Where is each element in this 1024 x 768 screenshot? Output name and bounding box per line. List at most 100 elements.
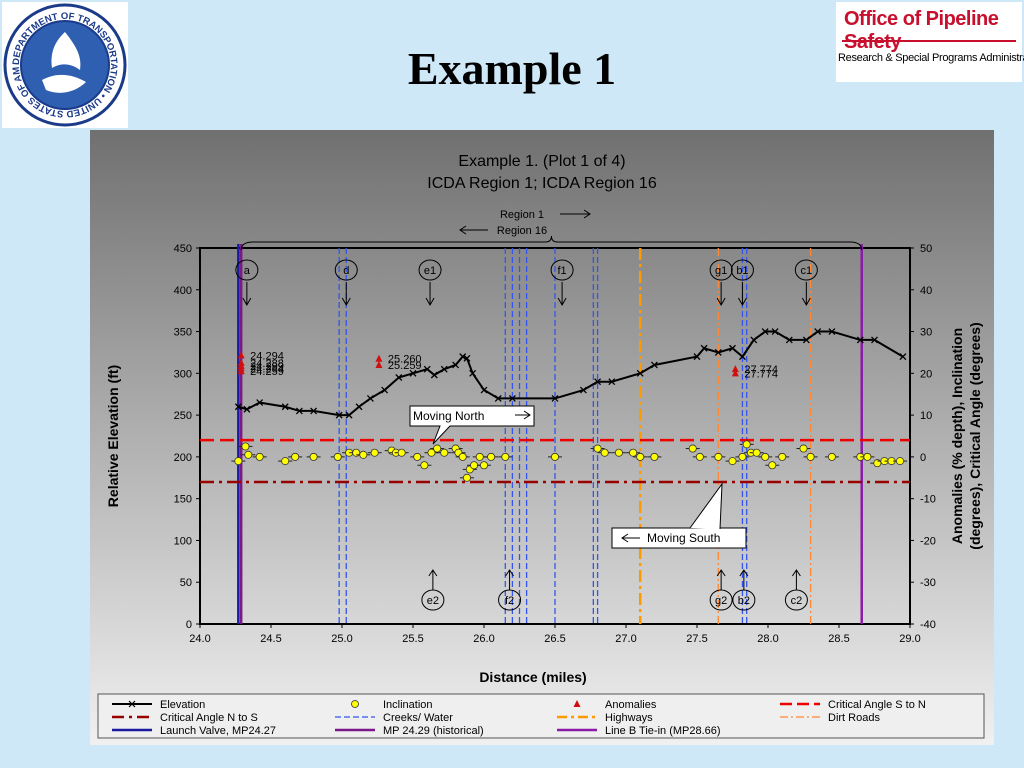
inclination-point: [806, 452, 815, 461]
legend-label: Elevation: [160, 699, 205, 711]
legend-label: Highways: [605, 712, 653, 724]
inclination-point: [427, 448, 436, 457]
elevation-point: [381, 386, 389, 394]
elevation-point: [856, 336, 864, 344]
anomaly-label: 24.294: [250, 350, 284, 362]
inclination-point: [650, 452, 659, 461]
moving-north-arrow: [515, 410, 531, 420]
marker-north-circle: [794, 259, 818, 281]
y2-axis-label-line2: (degrees), Critical Angle (degrees): [967, 322, 983, 549]
marker-north-arrow: [716, 282, 726, 307]
elevation-point: [256, 399, 264, 407]
marker-north-arrow: [801, 282, 811, 307]
anomaly-label: 24.299: [250, 361, 284, 373]
y-tick-label: 0: [186, 619, 192, 631]
marker-north-label: g1: [715, 265, 727, 277]
marker-north-circle: [235, 259, 259, 281]
inclination-point: [234, 457, 243, 466]
marker-north-label: e1: [424, 265, 436, 277]
marker-north-circle: [730, 259, 754, 281]
marker-south-arrow: [791, 569, 801, 590]
inclination-point: [614, 448, 623, 457]
elevation-chart: Example 1. (Plot 1 of 4) ICDA Region 1; …: [90, 130, 994, 745]
elevation-point: [409, 369, 417, 377]
marker-north-arrow: [242, 282, 252, 307]
inclination-point: [501, 452, 510, 461]
legend-box: [97, 693, 985, 739]
elevation-point: [785, 336, 793, 344]
elevation-point: [366, 394, 374, 402]
y2-tick-label: -20: [920, 535, 936, 547]
y2-tick-label: -40: [920, 619, 936, 631]
x-tick-label: 24.5: [260, 633, 281, 645]
marker-north-circle: [550, 259, 574, 281]
inclination-point: [827, 452, 836, 461]
y2-tick-label: 0: [920, 452, 926, 464]
inclination-point: [462, 473, 471, 482]
inclination-point: [309, 452, 318, 461]
elevation-series: [234, 328, 907, 419]
marker-north-label: a: [244, 265, 251, 277]
y2-tick-label: 10: [920, 410, 932, 422]
anomaly-label: 25.259: [388, 360, 422, 372]
x-tick-label: 28.5: [828, 633, 849, 645]
elevation-point: [738, 353, 746, 361]
legend-label: Creeks/ Water: [383, 712, 453, 724]
legend-swatch-anomalies: [573, 700, 581, 707]
elevation-point: [761, 328, 769, 336]
inclination-point: [420, 461, 429, 470]
anomaly-label: 24.259: [250, 366, 284, 378]
elevation-point: [281, 403, 289, 411]
x-tick-label: 25.5: [402, 633, 423, 645]
x-tick-label: 26.5: [544, 633, 565, 645]
inclination-point: [470, 461, 479, 470]
y-tick-label: 350: [174, 327, 192, 339]
inclination-point: [433, 444, 442, 453]
marker-north-label: b1: [736, 265, 748, 277]
marker-south-circle: [732, 589, 756, 611]
elevation-point: [452, 361, 460, 369]
marker-south-label: f2: [505, 595, 514, 607]
x-tick-label: 25.0: [331, 633, 352, 645]
inclination-point: [742, 440, 751, 449]
chart-background: [90, 130, 994, 745]
anomaly-label: 25.260: [388, 354, 422, 366]
elevation-point: [459, 353, 467, 361]
anomaly-label: 24.264: [250, 363, 284, 375]
inclination-point: [714, 452, 723, 461]
y-tick-label: 300: [174, 368, 192, 380]
elevation-point: [423, 365, 431, 373]
moving-south-label: Moving South: [647, 531, 720, 545]
y-tick-label: 50: [180, 577, 192, 589]
inclination-point: [440, 448, 449, 457]
y2-tick-label: -10: [920, 494, 936, 506]
elevation-point: [430, 371, 438, 379]
inclination-point: [695, 452, 704, 461]
moving-north-callout: [409, 405, 535, 445]
elevation-point: [714, 348, 722, 356]
inclination-point: [778, 452, 787, 461]
elevation-point: [234, 403, 242, 411]
vertical-reference-lines: [237, 244, 863, 624]
inclination-point: [600, 448, 609, 457]
inclination-point: [487, 452, 496, 461]
y-tick-label: 200: [174, 452, 192, 464]
inclination-point: [728, 457, 737, 466]
x-tick-label: 29.0: [899, 633, 920, 645]
elevation-point: [310, 407, 318, 415]
elevation-point: [480, 386, 488, 394]
axis-ticks: 24.0 24.5 25.0 25.5 26.0 26.5 27.0 27.5 28.0 28.5…: [174, 243, 936, 645]
dot-seal-icon: DEPARTMENT OF TRANSPORTATION • UNITED ST…: [0, 0, 127, 127]
moving-south-pointer: [689, 482, 723, 530]
inclination-point: [896, 457, 905, 466]
marker-south-arrow: [716, 569, 726, 590]
elevation-point: [243, 405, 251, 413]
elevation-point: [608, 378, 616, 386]
elevation-point: [355, 403, 363, 411]
anomaly-point: [375, 360, 383, 368]
marker-north-arrow: [557, 282, 567, 307]
y-tick-label: 400: [174, 285, 192, 297]
marker-north-circle: [418, 259, 442, 281]
anomaly-point: [375, 354, 383, 362]
elevation-point: [440, 365, 448, 373]
